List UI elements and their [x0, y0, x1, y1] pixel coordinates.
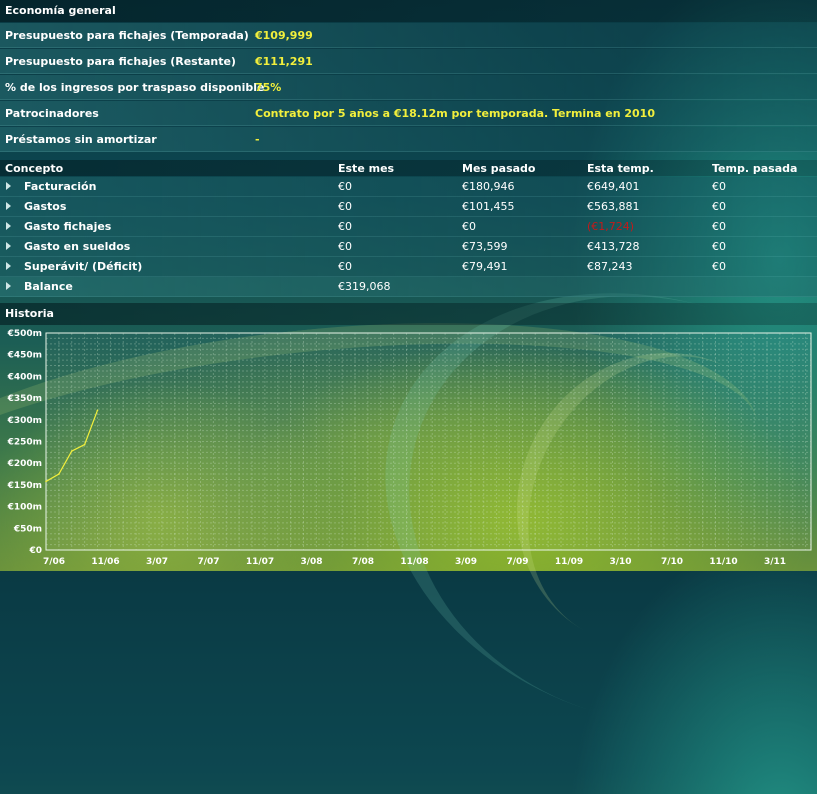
expand-arrow-icon[interactable] — [6, 202, 11, 210]
cell-last-season: €0 — [712, 240, 726, 253]
info-label: Patrocinadores — [5, 107, 99, 120]
x-tick-label: 7/08 — [352, 557, 374, 567]
y-axis-ticks: €0 €50m €100m €150m €200m €250m €300m €350m €400… — [7, 329, 42, 556]
info-value: €109,999 — [255, 29, 313, 42]
expand-arrow-icon[interactable] — [6, 282, 11, 290]
table-row-surplus-deficit[interactable]: Superávit/ (Déficit) €0 €79,491 €87,243 … — [0, 257, 817, 277]
row-concept: Superávit/ (Déficit) — [24, 260, 143, 273]
cell-last-season: €0 — [712, 220, 726, 233]
table-row-transfer-spending[interactable]: Gasto fichajes €0 €0 (€1,724) €0 — [0, 217, 817, 237]
info-row-transfer-budget-remaining: Presupuesto para fichajes (Restante) €11… — [0, 49, 817, 74]
x-tick-label: 7/07 — [197, 557, 219, 567]
info-value: - — [255, 133, 260, 146]
row-concept: Facturación — [24, 180, 97, 193]
cell-last-month: €180,946 — [462, 180, 515, 193]
y-tick-label: €300m — [7, 416, 42, 426]
finance-table-header: Concepto Este mes Mes pasado Esta temp. … — [0, 160, 817, 176]
y-tick-label: €100m — [7, 503, 42, 513]
x-axis-ticks: 7/06 11/06 3/07 7/07 11/07 3/08 7/08 11/08 3/09 7… — [43, 557, 786, 567]
y-tick-label: €150m — [7, 481, 42, 491]
x-tick-label: 3/11 — [764, 557, 786, 567]
y-tick-label: €0 — [28, 546, 42, 556]
cell-balance-value: €319,068 — [338, 280, 391, 293]
cell-this-season: €649,401 — [587, 180, 640, 193]
x-tick-label: 3/07 — [146, 557, 168, 567]
expand-arrow-icon[interactable] — [6, 182, 11, 190]
cell-this-month: €0 — [338, 180, 352, 193]
table-row-expenses[interactable]: Gastos €0 €101,455 €563,881 €0 — [0, 197, 817, 217]
cell-this-month: €0 — [338, 260, 352, 273]
data-point — [83, 443, 86, 446]
cell-this-month: €0 — [338, 200, 352, 213]
plot-area — [45, 332, 812, 551]
y-tick-label: €200m — [7, 459, 42, 469]
column-header-this-month: Este mes — [338, 162, 395, 175]
history-chart: €0 €50m €100m €150m €200m €250m €300m €350m €400… — [7, 329, 812, 567]
data-point — [58, 473, 60, 475]
cell-this-month: €0 — [338, 240, 352, 253]
x-tick-label: 3/10 — [609, 557, 631, 567]
y-tick-label: €250m — [7, 438, 42, 448]
x-tick-label: 11/07 — [246, 557, 274, 567]
x-tick-label: 11/09 — [555, 557, 583, 567]
cell-last-season: €0 — [712, 200, 726, 213]
info-value: Contrato por 5 años a €18.12m por tempor… — [255, 107, 655, 120]
y-tick-label: €450m — [7, 351, 42, 361]
cell-last-month: €101,455 — [462, 200, 515, 213]
data-point — [70, 450, 73, 452]
cell-last-season: €0 — [712, 180, 726, 193]
table-row-wages[interactable]: Gasto en sueldos €0 €73,599 €413,728 €0 — [0, 237, 817, 257]
cell-this-season: €563,881 — [587, 200, 640, 213]
table-row-balance[interactable]: Balance €319,068 — [0, 277, 817, 297]
expand-arrow-icon[interactable] — [6, 222, 11, 230]
chart-grid — [46, 333, 811, 550]
column-header-last-season: Temp. pasada — [712, 162, 798, 175]
row-concept: Gastos — [24, 200, 67, 213]
y-tick-label: €400m — [7, 372, 42, 382]
column-header-concept: Concepto — [5, 162, 64, 175]
table-row-revenue[interactable]: Facturación €0 €180,946 €649,401 €0 — [0, 177, 817, 197]
cell-this-season: €413,728 — [587, 240, 640, 253]
x-tick-label: 11/10 — [709, 557, 737, 567]
row-concept: Balance — [24, 280, 73, 293]
column-header-this-season: Esta temp. — [587, 162, 654, 175]
row-concept: Gasto fichajes — [24, 220, 112, 233]
info-row-sponsors: Patrocinadores Contrato por 5 años a €18… — [0, 101, 817, 126]
data-point — [45, 480, 47, 483]
x-tick-label: 7/10 — [661, 557, 683, 567]
cell-this-season: €87,243 — [587, 260, 633, 273]
chart-series — [45, 409, 99, 483]
info-value: 75% — [255, 81, 282, 94]
x-tick-label: 11/06 — [91, 557, 119, 567]
cell-last-season: €0 — [712, 260, 726, 273]
x-tick-label: 3/09 — [455, 557, 477, 567]
cell-this-month: €0 — [338, 220, 352, 233]
info-label: Presupuesto para fichajes (Temporada) — [5, 29, 249, 42]
economy-section-title: Economía general — [0, 0, 817, 22]
x-tick-label: 7/09 — [506, 557, 528, 567]
info-label: % de los ingresos por traspaso disponibl… — [5, 81, 265, 94]
expand-arrow-icon[interactable] — [6, 262, 11, 270]
info-label: Presupuesto para fichajes (Restante) — [5, 55, 236, 68]
y-tick-label: €50m — [13, 524, 42, 534]
info-row-outstanding-loans: Préstamos sin amortizar - — [0, 127, 817, 152]
column-header-last-month: Mes pasado — [462, 162, 536, 175]
x-tick-label: 7/06 — [43, 557, 65, 567]
row-concept: Gasto en sueldos — [24, 240, 131, 253]
y-tick-label: €500m — [7, 329, 42, 339]
data-point — [96, 409, 99, 412]
cell-last-month: €79,491 — [462, 260, 508, 273]
cell-this-season-negative: (€1,724) — [587, 220, 635, 233]
x-tick-label: 3/08 — [300, 557, 322, 567]
info-label: Préstamos sin amortizar — [5, 133, 157, 146]
x-tick-label: 11/08 — [400, 557, 428, 567]
info-row-transfer-revenue-percent: % de los ingresos por traspaso disponibl… — [0, 75, 817, 100]
info-value: €111,291 — [255, 55, 313, 68]
cell-last-month: €0 — [462, 220, 476, 233]
y-tick-label: €350m — [7, 394, 42, 404]
info-row-transfer-budget-season: Presupuesto para fichajes (Temporada) €1… — [0, 23, 817, 48]
expand-arrow-icon[interactable] — [6, 242, 11, 250]
cell-last-month: €73,599 — [462, 240, 508, 253]
history-section-title: Historia — [0, 303, 817, 325]
